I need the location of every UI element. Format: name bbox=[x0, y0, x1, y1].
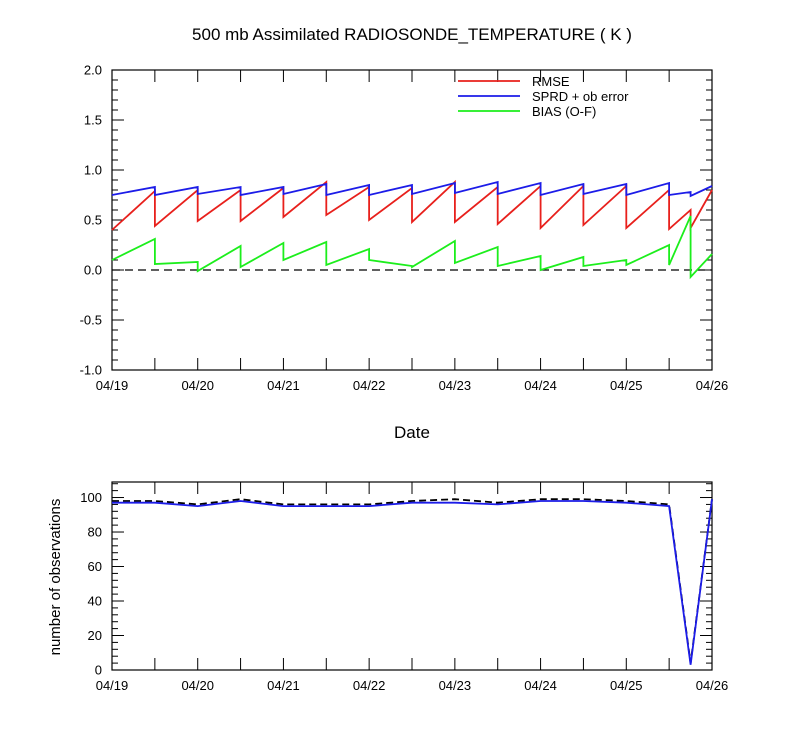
y-tick-label: 0 bbox=[95, 663, 102, 678]
y-tick-label: 0.0 bbox=[84, 263, 102, 278]
y-tick-label: 1.5 bbox=[84, 113, 102, 128]
x-tick-label: 04/23 bbox=[439, 378, 472, 393]
y-tick-label: 0.5 bbox=[84, 213, 102, 228]
bottom-chart-ylabel: number of observations bbox=[47, 499, 64, 656]
x-tick-label: 04/24 bbox=[524, 678, 557, 693]
series-line-0 bbox=[111, 179, 713, 232]
y-tick-label: 1.0 bbox=[84, 163, 102, 178]
legend-label-2: BIAS (O-F) bbox=[532, 104, 596, 119]
x-tick-label: 04/20 bbox=[181, 378, 214, 393]
x-tick-label: 04/21 bbox=[267, 678, 300, 693]
y-tick-label: 80 bbox=[88, 525, 102, 540]
y-tick-label: 2.0 bbox=[84, 63, 102, 78]
top-chart-title: 500 mb Assimilated RADIOSONDE_TEMPERATUR… bbox=[192, 25, 632, 44]
series-line-2 bbox=[111, 215, 713, 280]
x-tick-label: 04/22 bbox=[353, 378, 386, 393]
y-tick-label: -0.5 bbox=[80, 313, 102, 328]
y-tick-label: 100 bbox=[80, 490, 102, 505]
x-tick-label: 04/21 bbox=[267, 378, 300, 393]
x-tick-label: 04/19 bbox=[96, 378, 129, 393]
x-tick-label: 04/22 bbox=[353, 678, 386, 693]
series-line-1 bbox=[112, 499, 713, 665]
bottom-plot-area: 04/19 04/20 04/21 04/22 04/23 04/24 04/25 04/26… bbox=[80, 481, 729, 693]
x-tick-label: 04/26 bbox=[696, 378, 729, 393]
x-tick-label: 04/23 bbox=[439, 678, 472, 693]
x-tick-label: 04/25 bbox=[610, 678, 643, 693]
series-line-1 bbox=[111, 180, 713, 198]
top-plot-area: 04/19 04/20 04/21 04/22 04/23 04/24 04/25 04/26… bbox=[80, 63, 729, 394]
top-chart-xlabel: Date bbox=[394, 423, 430, 442]
y-tick-label: 40 bbox=[88, 594, 102, 609]
legend-label-1: SPRD + ob error bbox=[532, 89, 629, 104]
x-tick-label: 04/26 bbox=[696, 678, 729, 693]
plot-frame bbox=[111, 481, 713, 671]
x-tick-label: 04/20 bbox=[181, 678, 214, 693]
y-tick-label: -1.0 bbox=[80, 363, 102, 378]
y-tick-label: 20 bbox=[88, 628, 102, 643]
legend-label-0: RMSE bbox=[532, 74, 570, 89]
x-tick-label: 04/24 bbox=[524, 378, 557, 393]
x-tick-label: 04/25 bbox=[610, 378, 643, 393]
series-line-0 bbox=[112, 498, 713, 664]
y-tick-label: 60 bbox=[88, 559, 102, 574]
x-tick-label: 04/19 bbox=[96, 678, 129, 693]
